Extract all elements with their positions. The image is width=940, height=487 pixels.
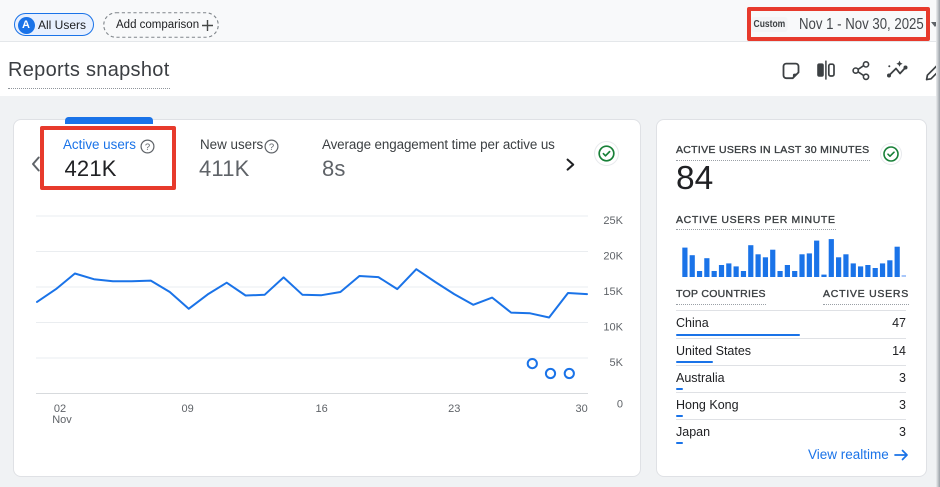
svg-text:?: ? [269, 142, 274, 153]
svg-text:5K: 5K [610, 357, 624, 369]
svg-text:15K: 15K [603, 286, 623, 298]
svg-text:0: 0 [617, 399, 623, 411]
svg-text:Nov: Nov [52, 414, 72, 426]
svg-text:25K: 25K [603, 215, 623, 227]
svg-text:16: 16 [315, 403, 327, 415]
svg-text:?: ? [145, 142, 150, 153]
svg-text:02: 02 [54, 403, 66, 415]
svg-text:09: 09 [181, 403, 193, 415]
svg-text:10K: 10K [603, 322, 623, 334]
svg-text:20K: 20K [603, 251, 623, 263]
svg-text:23: 23 [448, 403, 460, 415]
svg-text:30: 30 [575, 403, 587, 415]
